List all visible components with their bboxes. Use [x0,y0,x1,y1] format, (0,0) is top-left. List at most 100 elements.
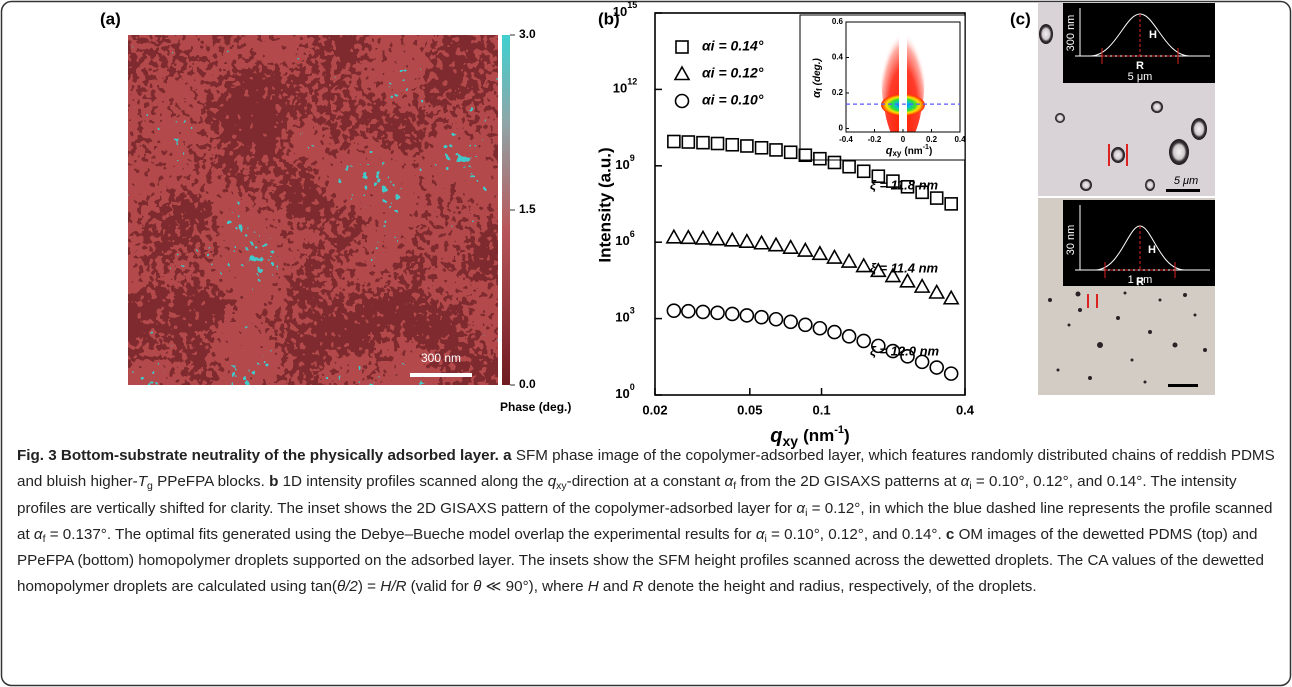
y-tick-base: 10 [615,157,629,172]
marker-circle [681,303,696,319]
scale-bar-label: 300 nm [421,351,461,365]
scale-bar [1166,189,1200,192]
droplet [1097,342,1103,348]
h-label: H [1148,244,1156,256]
caption-text: α [724,473,734,491]
marker-triangle [679,229,697,245]
droplets [1048,291,1207,384]
inset-y-tick-label: 0.2 [832,88,844,97]
marker-square [675,40,689,54]
caption-text: c [945,525,955,543]
caption-text: H [587,578,599,596]
inset-label-part: f [815,88,824,91]
caption-text: ≪ 90°), where [481,578,588,596]
y-tick-label: 103 [615,306,634,325]
inset-label-part: xy [892,149,901,158]
marker-square [886,174,900,188]
width-scale: 5 μm [1128,71,1153,83]
droplet [1172,342,1178,348]
droplet [1123,291,1127,295]
colorbar [502,35,510,385]
caption-text: g [147,480,153,493]
caption-text: R [632,578,644,596]
y-tick-base: 10 [615,310,629,325]
caption-text: = 0.12°, in which the blue dashed line r… [17,499,1273,543]
marker-triangle [899,272,916,288]
caption-text: α [33,525,43,543]
caption-text: H/R [380,578,407,596]
y-tick-label: 100 [615,382,634,401]
marker-triangle [753,234,770,250]
inset-label-part: q [886,145,893,157]
droplet [1116,316,1120,320]
scale-bar [1168,384,1198,387]
y-tick-label: 106 [615,230,634,249]
width-scale: 1 μm [1128,274,1153,286]
droplet [1169,139,1189,165]
marker-circle [900,349,915,364]
marker-triangle [840,252,858,268]
droplet [1080,179,1092,191]
scale-bar [410,373,472,377]
marker-square [915,185,929,200]
droplet [1067,323,1071,327]
height-scale: 300 nm [1065,15,1077,52]
droplet [1143,380,1147,384]
marker-circle [695,304,711,320]
caption-text: α [960,473,970,491]
caption-text: from the 2D GISAXS patterns at [736,473,961,491]
marker-triangle [738,233,756,248]
r-label: R [1136,60,1144,72]
legend-label: αi = 0.10° [702,92,764,108]
droplet [1151,101,1163,113]
inset-x-label: qxy (nm-1) [886,144,933,158]
droplet [1193,313,1197,317]
marker-triangle [709,230,726,246]
marker-square [681,135,696,149]
marker-circle [674,93,690,109]
inset-label-part: α [811,90,823,98]
marker-square [696,135,710,150]
caption-text: PPeFPA blocks. [152,473,270,491]
marker-triangle [855,257,873,273]
marker-circle [856,333,872,349]
marker-triangle [723,231,741,247]
marker-square [856,164,871,179]
caption-text: 1D intensity profiles scanned along the [278,473,548,491]
droplet [1148,330,1152,334]
droplet [1183,293,1187,297]
x-axis-label: qxy (nm-1) [770,424,849,449]
marker-circle [871,338,886,354]
inset-y-tick-label: 0 [839,124,844,133]
inset-y-label: αf (deg.) [811,57,824,97]
x-tick-label: 0.05 [737,402,762,417]
marker-circle [943,366,959,381]
marker-triangle [782,239,800,254]
marker-circle [724,306,740,322]
caption-text: ) = [357,578,381,596]
marker-triangle [665,228,683,244]
marker-circle [783,314,798,330]
marker-circle [710,305,725,321]
y-tick-label: 1015 [613,0,637,19]
marker-circle [754,309,769,325]
legend-label: αi = 0.14° [702,38,764,54]
y-tick-base: 10 [613,81,627,96]
marker-triangle [796,241,814,257]
y-axis-label: Intensity (a.u.) [595,147,614,262]
caption-text: T [137,473,148,491]
droplet [1048,298,1052,302]
caption-text: i [969,480,972,493]
caption-text: OM images of the dewetted PDMS (top) and… [17,525,1264,596]
legend-label: αi = 0.12° [702,65,764,81]
marker-triangle [767,236,785,252]
marker-circle [812,320,828,336]
inset-label-part: (nm [904,146,922,157]
y-tick-exponent: 15 [627,0,637,10]
caption: Fig. 3 Bottom-substrate neutrality of th… [17,443,1279,601]
y-tick-base: 10 [615,234,629,249]
y-tick-label: 1012 [613,77,637,96]
marker-square [871,169,886,184]
caption-text: f [42,532,46,545]
